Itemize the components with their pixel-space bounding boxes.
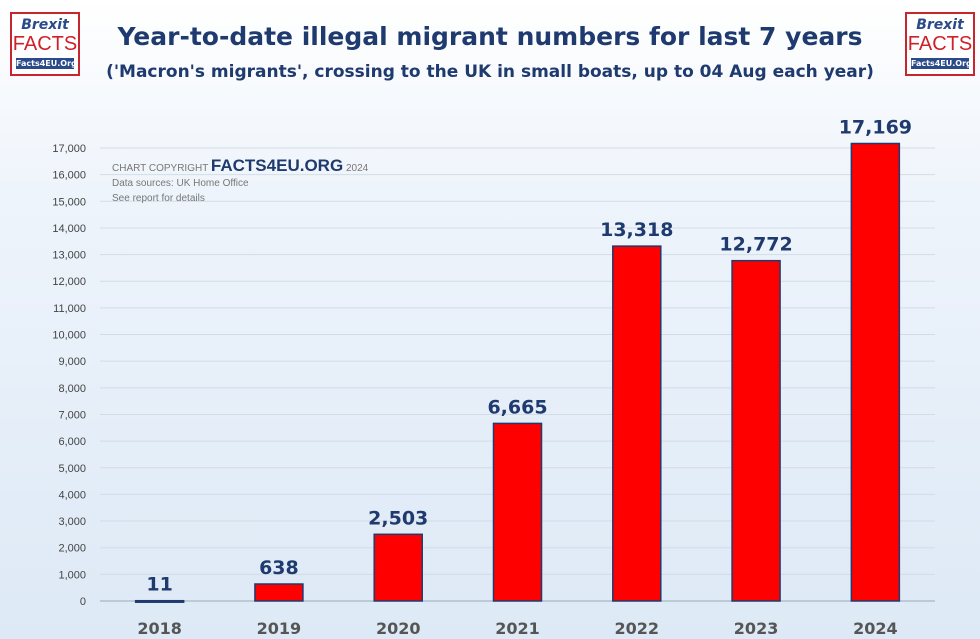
bar-2018 [134, 599, 185, 603]
bar-2022 [612, 245, 662, 602]
y-tick-label: 17,000 [52, 143, 86, 155]
y-tick-label: 7,000 [58, 409, 86, 421]
y-tick-label: 4,000 [58, 489, 86, 501]
logo-top: Brexit [21, 17, 69, 33]
y-tick-label: 2,000 [58, 543, 86, 555]
y-tick-label: 11,000 [53, 303, 86, 315]
copyright-block: CHART COPYRIGHT FACTS4EU.ORG 2024 Data s… [112, 156, 369, 206]
data-label-2018: 11 [146, 574, 172, 596]
logo-site: Facts4EU.Org [911, 58, 972, 69]
y-tick-label: 10,000 [52, 330, 86, 342]
data-label-2022: 13,318 [600, 219, 673, 241]
data-label-2021: 6,665 [487, 396, 547, 418]
y-tick-label: 0 [80, 596, 86, 608]
x-tick-label: 2022 [615, 619, 660, 638]
y-tick-label: 8,000 [58, 383, 86, 395]
logo-main: FACTS [907, 33, 973, 55]
y-tick-label: 3,000 [58, 516, 86, 528]
bar-2024 [850, 142, 901, 602]
bar-2021 [492, 422, 543, 602]
bar-2020 [373, 533, 423, 602]
chart-subtitle: ('Macron's migrants', crossing to the UK… [106, 62, 874, 82]
x-tick-label: 2019 [257, 619, 302, 638]
x-tick-label: 2018 [137, 619, 182, 638]
x-tick-label: 2020 [376, 619, 421, 638]
y-tick-label: 12,000 [52, 276, 86, 288]
y-tick-label: 6,000 [58, 436, 86, 448]
copyright-prefix: CHART COPYRIGHT [112, 163, 209, 174]
data-label-2023: 12,772 [719, 234, 792, 256]
brexit-facts-logo-right: Brexit FACTS Facts4EU.Org [905, 12, 975, 76]
logo-main: FACTS [12, 33, 78, 55]
chart-title: Year-to-date illegal migrant numbers for… [117, 22, 863, 51]
data-label-2024: 17,169 [839, 116, 912, 138]
report-note: See report for details [112, 193, 205, 204]
logo-site: Facts4EU.Org [16, 58, 77, 69]
y-tick-label: 16,000 [52, 170, 86, 182]
x-tick-label: 2021 [495, 619, 540, 638]
y-tick-label: 9,000 [58, 356, 86, 368]
y-tick-label: 15,000 [52, 196, 86, 208]
bar-2023 [731, 259, 781, 602]
logo-top: Brexit [916, 17, 964, 33]
data-label-2020: 2,503 [368, 507, 428, 529]
x-tick-label: 2024 [853, 619, 898, 638]
x-tick-label: 2023 [734, 619, 779, 638]
y-tick-label: 14,000 [52, 223, 86, 235]
brexit-facts-logo-left: Brexit FACTS Facts4EU.Org [10, 12, 80, 76]
data-label-2019: 638 [259, 557, 299, 579]
copyright-year: 2024 [345, 163, 369, 174]
copyright-brand: FACTS4EU.ORG [210, 156, 344, 175]
data-source: Data sources: UK Home Office [112, 178, 249, 189]
y-tick-label: 1,000 [58, 569, 86, 581]
y-tick-label: 5,000 [58, 463, 86, 475]
y-tick-label: 13,000 [52, 250, 86, 262]
bar-2019 [254, 583, 304, 602]
